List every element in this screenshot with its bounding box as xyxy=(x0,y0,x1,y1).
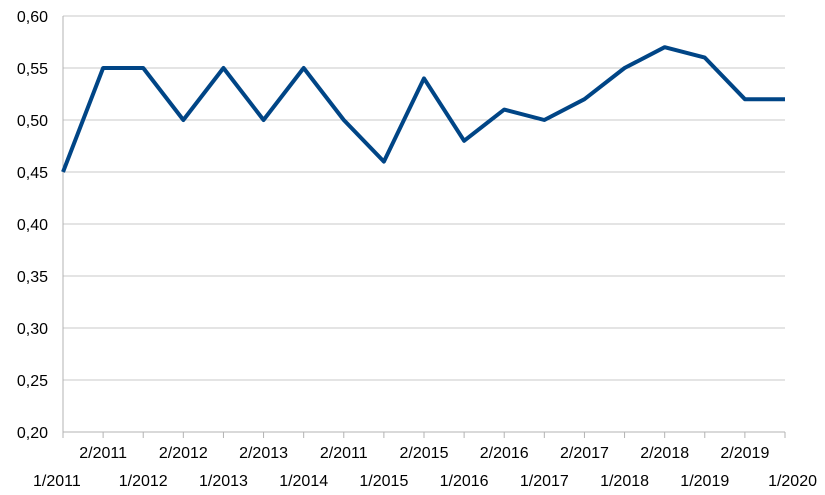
x-tick-label: 2/2012 xyxy=(159,445,208,462)
y-tick-label: 0,55 xyxy=(17,61,48,78)
x-tick-label: 1/2013 xyxy=(199,473,248,490)
x-tick-label: 1/2015 xyxy=(359,473,408,490)
y-tick-label: 0,45 xyxy=(17,165,48,182)
x-tick-label: 1/2018 xyxy=(600,473,649,490)
x-tick-label: 2/2015 xyxy=(400,445,449,462)
x-tick-label: 2/2016 xyxy=(480,445,529,462)
y-tick-labels: 0,20 0,25 0,30 0,35 0,40 0,45 0,50 0,55 0,60 xyxy=(17,9,48,442)
x-tick-label: 1/2020 xyxy=(768,473,817,490)
y-tick-label: 0,40 xyxy=(17,217,48,234)
x-tick-label: 1/2017 xyxy=(520,473,569,490)
x-tick-label: 1/2016 xyxy=(440,473,489,490)
x-tick-label: 2/2011 xyxy=(320,445,368,462)
x-tick-marks xyxy=(62,432,786,438)
y-tick-label: 0,60 xyxy=(17,9,48,26)
x-tick-label: 1/2011 xyxy=(33,473,81,490)
y-tick-label: 0,35 xyxy=(17,269,48,286)
x-tick-label: 2/2018 xyxy=(640,445,689,462)
series-line xyxy=(61,45,785,173)
x-tick-label: 1/2012 xyxy=(119,473,168,490)
y-tick-label: 0,20 xyxy=(17,425,48,442)
x-tick-label: 2/2013 xyxy=(239,445,288,462)
x-tick-label: 2/2019 xyxy=(720,445,769,462)
x-tick-label: 2/2017 xyxy=(560,445,609,462)
y-tick-label: 0,50 xyxy=(17,113,48,130)
y-tick-label: 0,30 xyxy=(17,321,48,338)
x-tick-label: 2/2011 xyxy=(79,445,127,462)
x-tick-labels: 1/2011 2/2011 1/2012 2/2012 1/2013 2/2013 1/20… xyxy=(33,445,817,490)
x-tick-label: 1/2019 xyxy=(680,473,729,490)
x-tick-label: 1/2014 xyxy=(279,473,328,490)
y-tick-label: 0,25 xyxy=(17,373,48,390)
series-group xyxy=(61,45,785,173)
grid-lines xyxy=(63,15,785,381)
